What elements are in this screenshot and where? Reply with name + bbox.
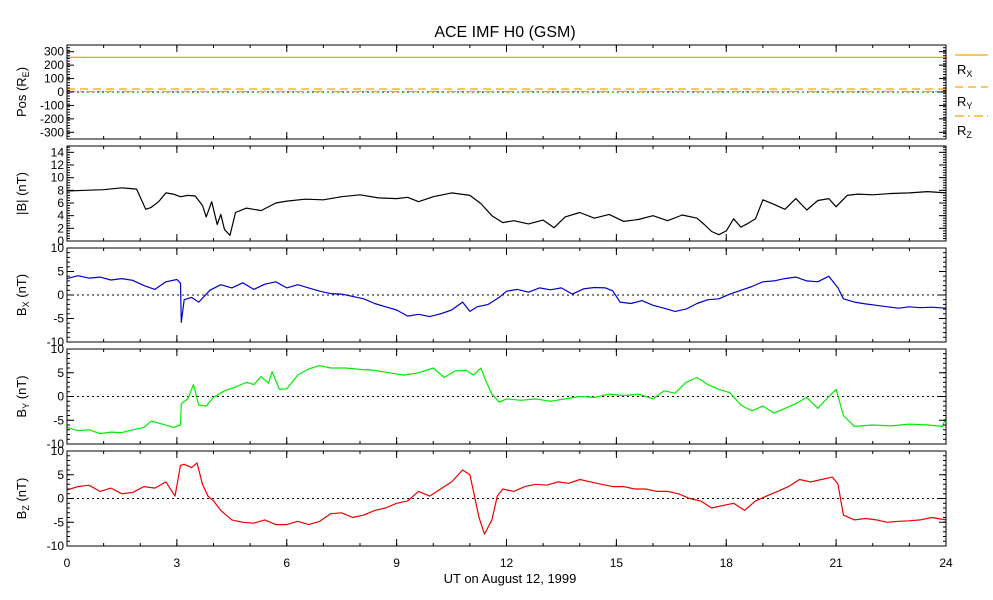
series-line-bz-0	[67, 462, 946, 535]
series-line-bmag-0	[67, 187, 946, 236]
x-axis-label: UT on August 12, 1999	[444, 571, 577, 586]
x-tick-label: 6	[283, 556, 290, 570]
y-tick-label: -100	[40, 98, 64, 112]
y-tick-label: 5	[57, 265, 64, 279]
panel-by: -10 -5 0 5 10 BY (nT)	[14, 342, 947, 451]
y-tick-label: -5	[53, 312, 64, 326]
series-line-bx-0	[67, 275, 946, 323]
y-tick-label: -10	[47, 335, 65, 349]
y-tick-label: 10	[51, 444, 65, 458]
position-legend: RX RY RZ	[955, 54, 988, 140]
y-tick-label: 0	[57, 492, 64, 506]
y-tick-label: 12	[51, 158, 65, 172]
x-tick-label: 21	[829, 556, 843, 570]
y-tick-label: -5	[53, 515, 64, 529]
y-tick-label: 100	[44, 72, 64, 86]
x-tick-label: 15	[610, 556, 624, 570]
y-tick-label: 10	[51, 241, 65, 255]
y-axis-label-pos: Pos (RE)	[14, 67, 31, 117]
panel-frame	[66, 145, 947, 242]
y-axis-label-bz: BZ (nT)	[14, 478, 31, 520]
y-tick-label: 5	[57, 468, 64, 482]
y-tick-label: -5	[53, 413, 64, 427]
y-tick-label: 6	[57, 196, 64, 210]
y-tick-label: -10	[47, 437, 65, 451]
series-line-by-0	[67, 365, 946, 435]
y-tick-label: 5	[57, 366, 64, 380]
legend-label-z: RZ	[957, 123, 972, 140]
y-tick-label: 10	[51, 342, 65, 356]
y-tick-label: 200	[44, 58, 64, 72]
y-tick-label: -10	[47, 539, 65, 553]
y-tick-label: 0	[57, 85, 64, 99]
x-tick-label: 0	[64, 556, 71, 570]
y-tick-label: 2	[57, 221, 64, 235]
legend-label-y: RY	[957, 94, 972, 111]
x-axis-labels: 0 3 6 9 12 15 18 21 24	[64, 556, 953, 570]
y-tick-label: 10	[51, 171, 65, 185]
panel-bx: -10 -5 0 5 10 BX (nT)	[14, 241, 947, 349]
chart-title: ACE IMF H0 (GSM)	[434, 24, 575, 41]
y-tick-label: 14	[51, 145, 65, 159]
x-tick-label: 24	[939, 556, 953, 570]
y-tick-label: 0	[57, 390, 64, 404]
x-tick-label: 3	[174, 556, 181, 570]
legend-label-x: RX	[957, 62, 972, 79]
x-tick-label: 9	[393, 556, 400, 570]
y-tick-label: 8	[57, 183, 64, 197]
y-tick-label: 0	[57, 288, 64, 302]
y-axis-label-by: BY (nT)	[14, 375, 31, 417]
x-tick-label: 12	[500, 556, 514, 570]
y-tick-label: 4	[57, 209, 64, 223]
y-axis-label-bmag: |B| (nT)	[14, 172, 29, 215]
y-axis-label-bx: BX (nT)	[14, 274, 31, 316]
x-tick-label: 18	[720, 556, 734, 570]
y-tick-label: -300	[40, 125, 64, 139]
y-tick-label: 0	[57, 234, 64, 248]
panel-bz: -10 -5 0 5 10 BZ (nT)	[14, 444, 947, 553]
y-tick-label: -200	[40, 112, 64, 126]
y-tick-label: 300	[44, 45, 64, 59]
